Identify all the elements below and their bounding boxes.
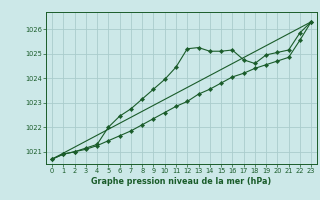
X-axis label: Graphe pression niveau de la mer (hPa): Graphe pression niveau de la mer (hPa) [92, 177, 272, 186]
